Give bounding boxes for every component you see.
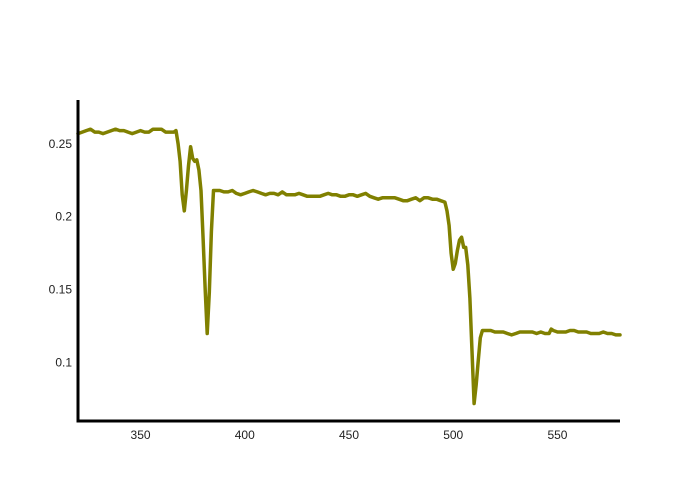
x-tick-label: 400: [235, 428, 255, 442]
y-tick-label: 0.25: [49, 137, 73, 151]
series-line: [76, 127, 622, 406]
x-tick-label: 550: [547, 428, 567, 442]
x-tick-label: 450: [339, 428, 359, 442]
y-tick-label: 0.15: [49, 283, 73, 297]
axes-layer: [76, 100, 620, 423]
x-tick-label: 350: [131, 428, 151, 442]
ticks-layer: 350 400 450 500 550 0.1 0.15 0.2 0.25: [49, 137, 568, 442]
x-tick-label: 500: [443, 428, 463, 442]
y-tick-label: 0.2: [55, 210, 72, 224]
series-layer: [76, 127, 622, 406]
y-tick-label: 0.1: [55, 356, 72, 370]
